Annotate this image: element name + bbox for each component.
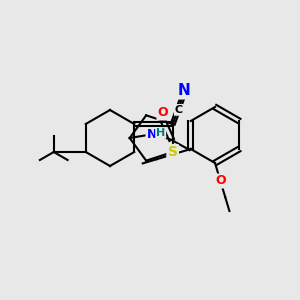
Text: H: H xyxy=(156,128,165,138)
Text: O: O xyxy=(167,148,178,161)
Text: N: N xyxy=(146,128,157,142)
Text: S: S xyxy=(168,145,178,159)
Text: O: O xyxy=(158,106,168,119)
Text: C: C xyxy=(175,105,183,115)
Text: O: O xyxy=(215,175,226,188)
Text: N: N xyxy=(178,83,190,98)
